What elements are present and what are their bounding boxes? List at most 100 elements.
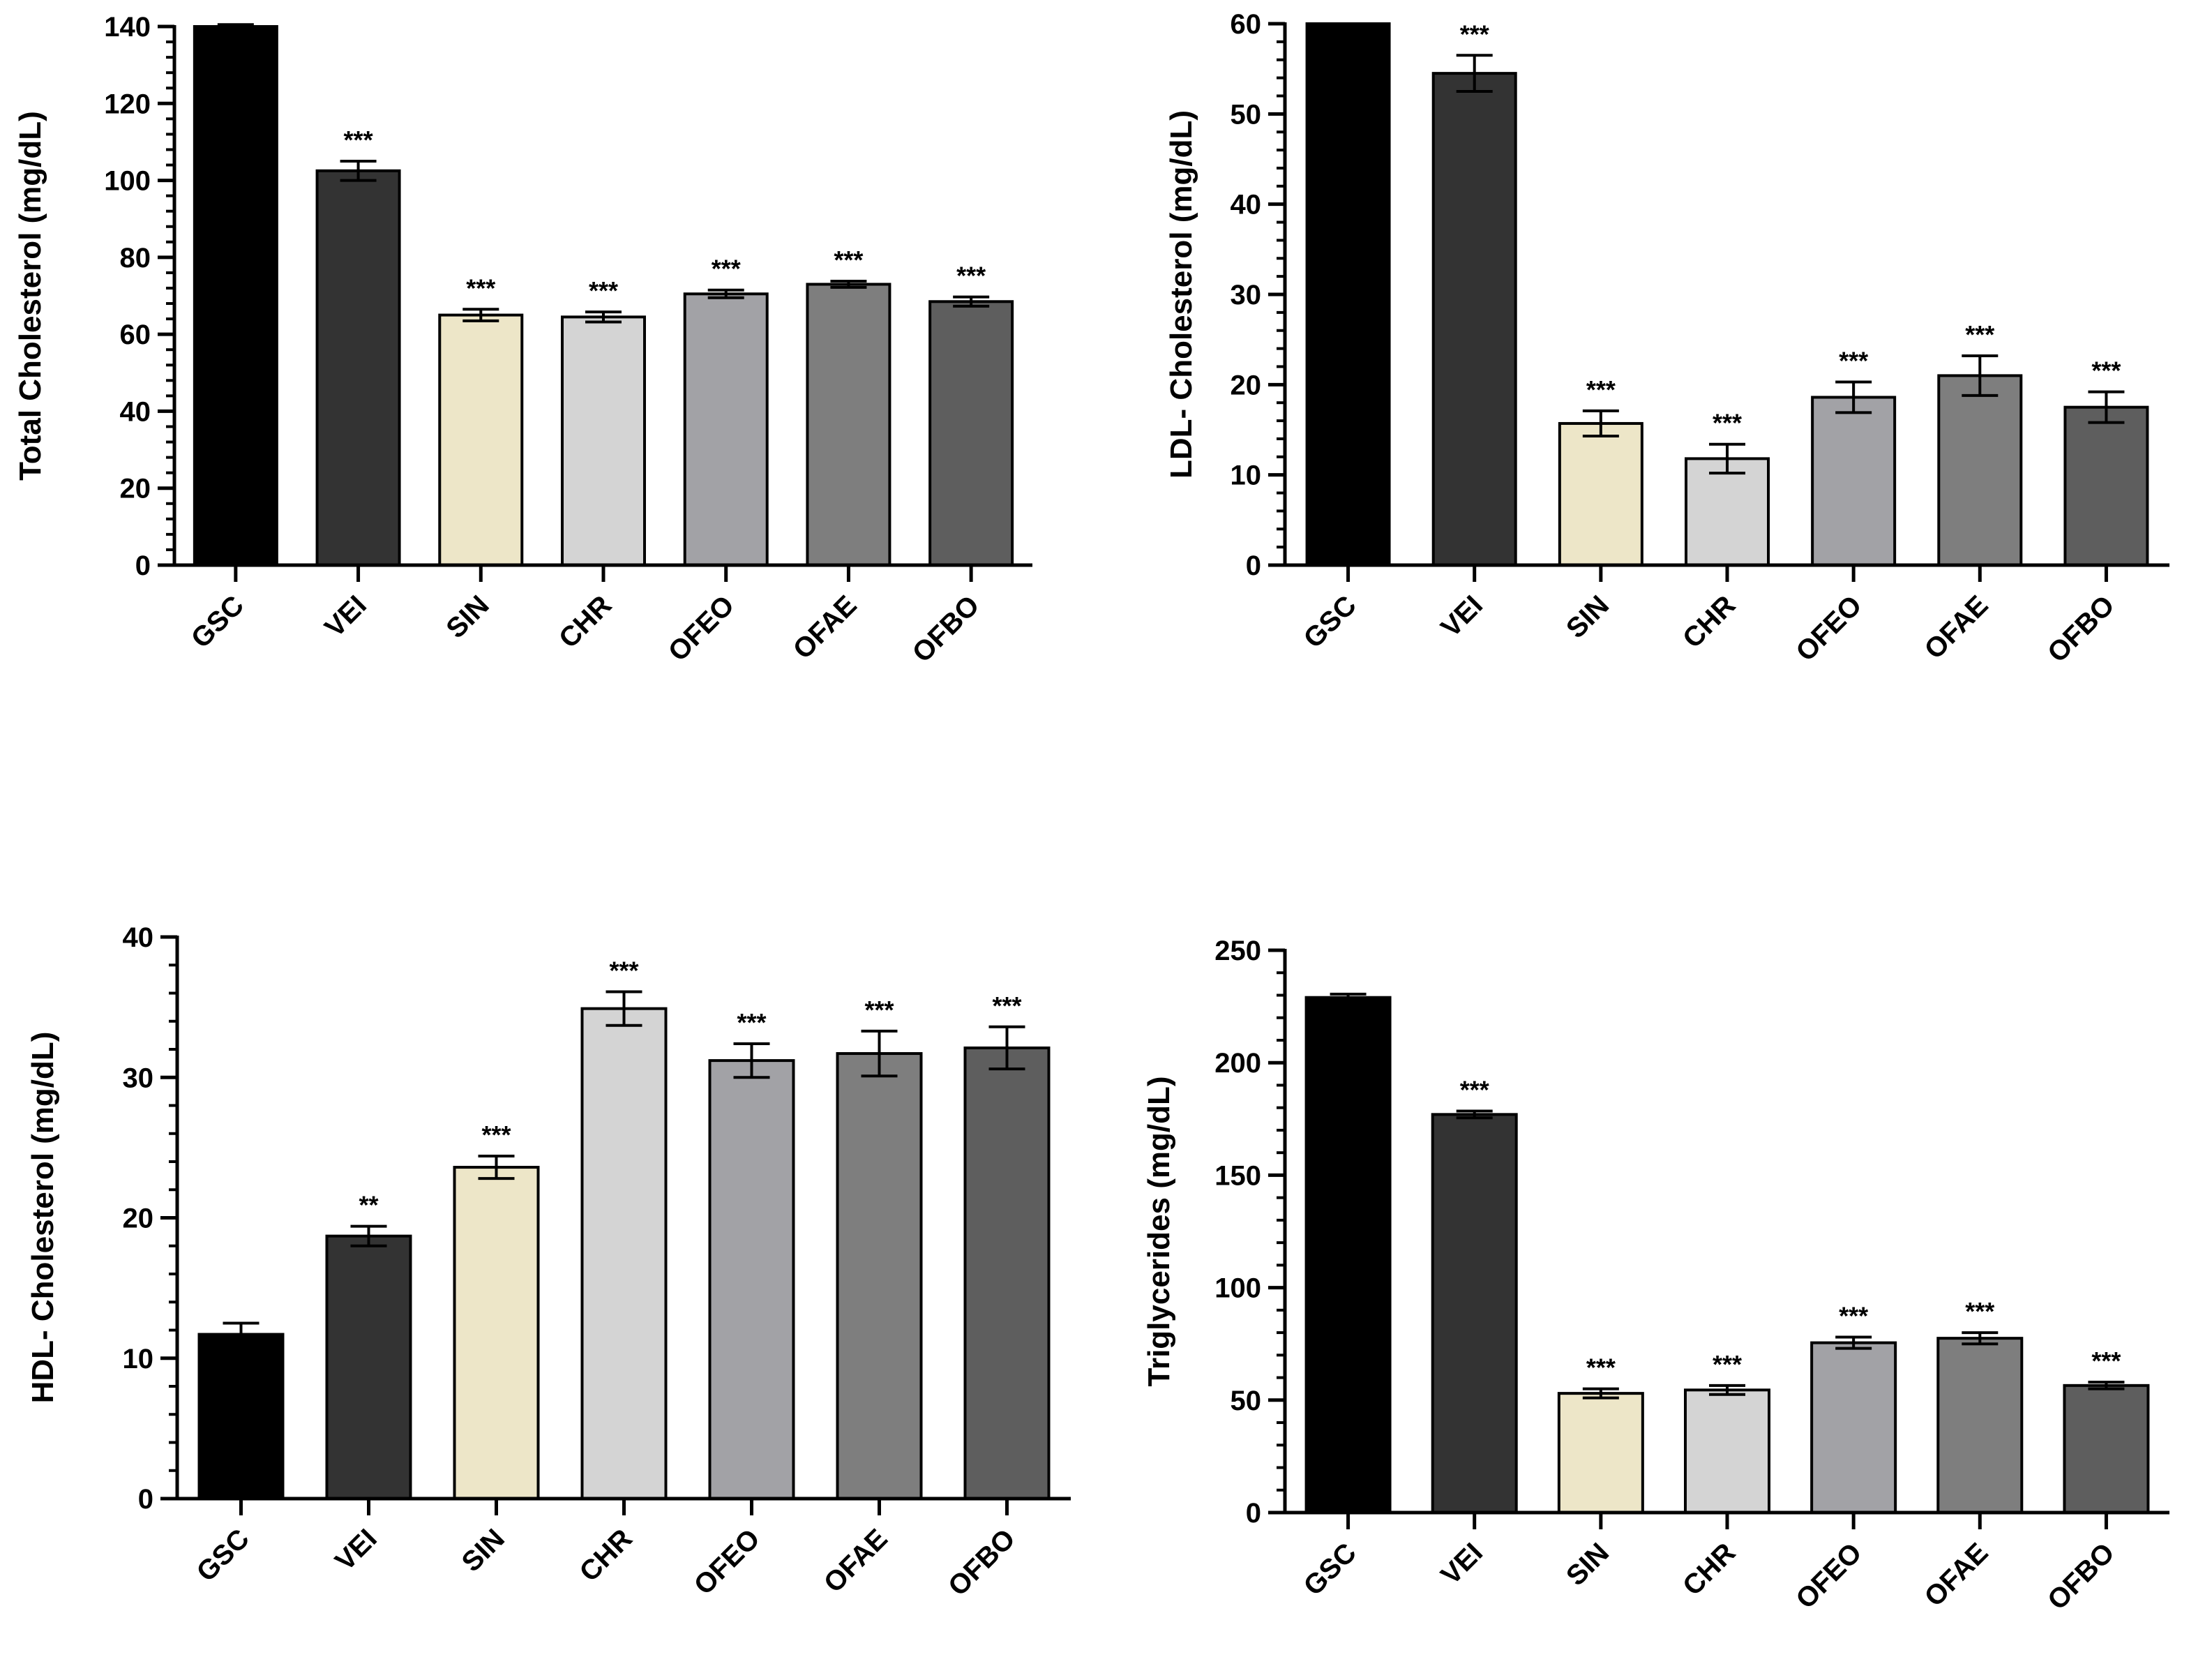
bar-ofae <box>806 283 891 567</box>
significance-sin: *** <box>1586 375 1616 404</box>
significance-vei: *** <box>1460 20 1489 48</box>
bar-chr <box>1685 457 1770 567</box>
significance-ofae: *** <box>864 996 894 1024</box>
category-label-ofae: OFAE <box>788 590 863 665</box>
bar-ofae <box>1936 1337 2024 1515</box>
significance-ofae: *** <box>834 246 863 274</box>
category-label-ofae: OFAE <box>1919 1537 1994 1612</box>
error-bar-ofeo <box>1835 380 1872 414</box>
error-bar-sin <box>1582 409 1619 438</box>
category-label-gsc: GSC <box>186 590 250 654</box>
significance-ofeo: *** <box>737 1008 766 1037</box>
chart-hdl-cholesterol: GSC ** VEI *** SIN *** CHR *** OFEO *** OFAE *** OFB… <box>26 922 1071 1602</box>
y-tick-label: 0 <box>1246 1498 1261 1529</box>
error-bar-ofae <box>1962 354 1999 397</box>
bar-ofae <box>836 1052 923 1500</box>
error-bar-ofeo <box>707 288 744 299</box>
bar-ofeo <box>1810 1341 1897 1515</box>
category-label-gsc: GSC <box>1298 590 1362 654</box>
error-bar-vei <box>340 160 377 182</box>
error-bar-ofeo <box>733 1042 770 1079</box>
error-bar-vei <box>350 1224 387 1247</box>
category-label-ofbo: OFBO <box>2042 590 2121 668</box>
error-bar-ofbo <box>2088 1381 2125 1390</box>
category-label-gsc: GSC <box>1298 1537 1362 1601</box>
category-label-sin: SIN <box>1560 1537 1615 1591</box>
category-label-vei: VEI <box>1435 1537 1489 1591</box>
significance-ofeo: *** <box>1839 1302 1868 1330</box>
bar-sin <box>453 1166 540 1501</box>
bar-sin <box>1558 421 1643 567</box>
significance-ofbo: *** <box>956 262 986 290</box>
category-label-chr: CHR <box>573 1523 638 1587</box>
bar-vei <box>1431 72 1517 567</box>
error-bar-vei <box>1456 54 1493 93</box>
bar-sin <box>438 313 524 567</box>
error-bar-chr <box>1709 1384 1745 1396</box>
y-tick-label: 20 <box>120 474 151 504</box>
significance-chr: *** <box>1713 1350 1742 1379</box>
error-bar-gsc <box>1330 992 1367 1003</box>
y-tick-label: 10 <box>1231 460 1262 491</box>
significance-chr: *** <box>609 956 638 984</box>
error-bar-ofbo <box>953 295 990 308</box>
y-tick-label: 150 <box>1214 1160 1261 1191</box>
y-tick-label: 40 <box>123 922 154 953</box>
category-label-ofae: OFAE <box>1919 590 1994 665</box>
y-tick-label: 40 <box>1231 190 1262 220</box>
chart-ldl-cholesterol: GSC *** VEI *** SIN *** CHR *** OFEO *** OFAE *** OF… <box>1164 9 2169 668</box>
bar-chr <box>561 315 646 567</box>
error-bar-ofae <box>1962 1331 1999 1346</box>
y-axis-title: Triglycerides (mg/dL) <box>1142 1077 1176 1387</box>
bar-ofeo <box>683 292 769 567</box>
error-bar-gsc <box>223 1321 259 1347</box>
significance-ofbo: *** <box>2091 1347 2121 1375</box>
bar-ofbo <box>928 300 1014 567</box>
significance-sin: *** <box>481 1120 511 1149</box>
category-label-ofbo: OFBO <box>942 1523 1021 1602</box>
error-bar-chr <box>605 990 642 1027</box>
significance-ofae: *** <box>1965 1297 1994 1326</box>
y-axis-title: HDL- Cholesterol (mg/dL) <box>26 1032 60 1404</box>
category-label-chr: CHR <box>1677 1537 1741 1601</box>
significance-vei: *** <box>1460 1076 1489 1104</box>
category-label-vei: VEI <box>319 590 373 643</box>
error-bar-vei <box>1456 1109 1493 1120</box>
y-tick-label: 100 <box>104 166 151 197</box>
error-bar-sin <box>462 308 499 322</box>
bar-ofbo <box>963 1046 1051 1501</box>
significance-vei: *** <box>344 126 373 154</box>
y-tick-label: 0 <box>135 550 151 581</box>
y-tick-label: 120 <box>104 89 151 119</box>
bar-ofbo <box>2063 1384 2150 1514</box>
category-label-ofbo: OFBO <box>2042 1537 2121 1616</box>
error-bar-sin <box>1582 1387 1619 1400</box>
bar-chr <box>1684 1388 1770 1514</box>
significance-chr: *** <box>1713 409 1742 437</box>
error-bar-ofbo <box>2088 390 2125 424</box>
y-tick-label: 20 <box>1231 370 1262 400</box>
chart-triglycerides: GSC *** VEI *** SIN *** CHR *** OFEO *** OFAE *** OF… <box>1142 936 2169 1616</box>
y-axis-title: Total Cholesterol (mg/dL) <box>13 111 47 481</box>
y-tick-label: 0 <box>138 1484 153 1515</box>
error-bar-ofae <box>861 1029 898 1078</box>
bar-vei <box>325 1234 412 1500</box>
bar-ofeo <box>708 1059 795 1500</box>
y-tick-label: 200 <box>1214 1048 1261 1079</box>
bar-sin <box>1557 1392 1644 1515</box>
error-bar-gsc <box>217 23 254 30</box>
y-tick-label: 100 <box>1214 1273 1261 1304</box>
significance-ofbo: *** <box>2091 357 2121 385</box>
category-label-ofeo: OFEO <box>689 1523 766 1600</box>
category-label-vei: VEI <box>329 1523 383 1577</box>
y-tick-label: 40 <box>120 396 151 427</box>
bar-ofeo <box>1811 396 1897 567</box>
error-bar-chr <box>1709 442 1745 475</box>
category-label-gsc: GSC <box>190 1523 255 1587</box>
category-label-sin: SIN <box>456 1523 511 1577</box>
y-tick-label: 250 <box>1214 936 1261 966</box>
significance-ofeo: *** <box>712 255 741 283</box>
bar-ofae <box>1937 374 2023 567</box>
significance-sin: *** <box>466 273 495 302</box>
bar-ofbo <box>2063 405 2149 567</box>
